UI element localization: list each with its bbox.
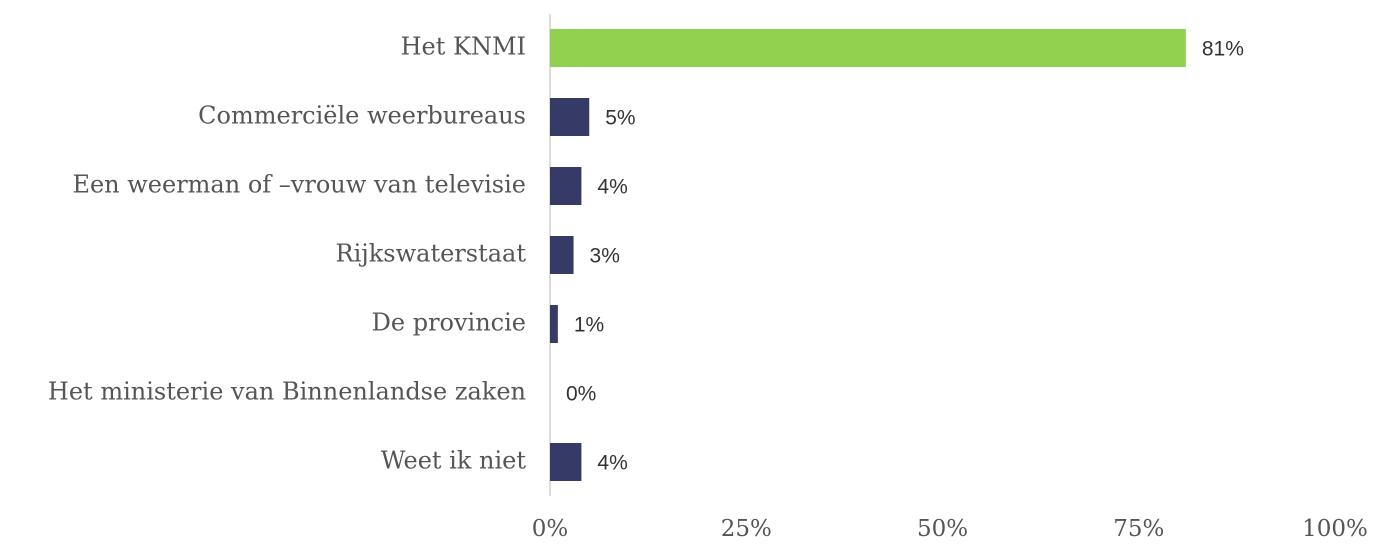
value-label: 0% <box>566 383 596 406</box>
bar <box>550 98 590 136</box>
bar <box>550 236 574 274</box>
category-label: Commerciële weerbureaus <box>198 102 526 130</box>
category-label: Rijkswaterstaat <box>336 240 527 268</box>
bar <box>550 305 558 343</box>
category-label: De provincie <box>372 309 526 337</box>
category-label: Het ministerie van Binnenlandse zaken <box>48 378 526 406</box>
value-label: 4% <box>597 452 627 475</box>
value-label: 4% <box>597 176 627 199</box>
x-tick-label: 100% <box>1302 516 1368 542</box>
x-tick-label: 75% <box>1113 516 1164 542</box>
category-label: Een weerman of –vrouw van televisie <box>72 171 526 199</box>
value-label: 3% <box>590 245 620 268</box>
bar <box>550 443 582 481</box>
value-label: 1% <box>574 314 604 337</box>
x-tick-label: 25% <box>721 516 772 542</box>
category-label: Het KNMI <box>401 33 526 61</box>
x-tick-label: 50% <box>917 516 968 542</box>
x-tick-label: 0% <box>532 516 569 542</box>
bar <box>550 29 1186 67</box>
value-label: 81% <box>1202 38 1244 61</box>
bar <box>550 167 582 205</box>
value-label: 5% <box>605 107 635 130</box>
category-label: Weet ik niet <box>381 447 527 475</box>
